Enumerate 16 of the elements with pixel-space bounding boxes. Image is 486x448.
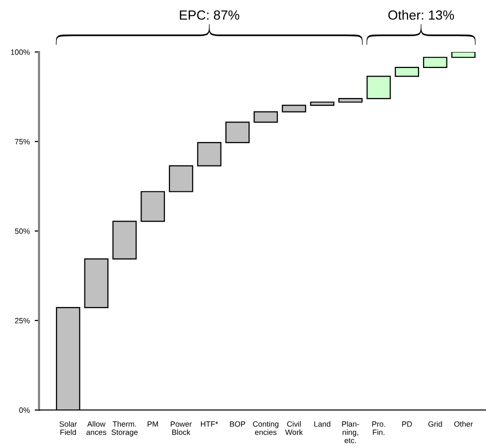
bar	[168, 165, 194, 192]
bar	[338, 98, 363, 103]
bar	[282, 104, 306, 112]
bar	[254, 111, 278, 123]
bar	[225, 122, 250, 144]
bar	[423, 56, 448, 68]
bar	[112, 220, 137, 260]
bar	[197, 142, 222, 166]
bar	[310, 102, 334, 106]
text: EPC: 87%	[180, 10, 240, 20]
bar	[140, 191, 165, 222]
bar	[451, 52, 476, 58]
bar	[394, 66, 420, 77]
text: Other: 13%	[388, 10, 454, 20]
bar	[84, 258, 108, 308]
bar	[366, 76, 391, 100]
